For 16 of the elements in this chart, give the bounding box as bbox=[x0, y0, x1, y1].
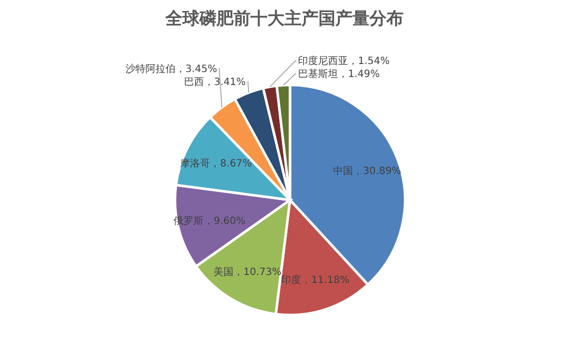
data-label: ，1.54% bbox=[348, 56, 390, 68]
data-label: ，8.67% bbox=[210, 158, 252, 170]
slice-label: 印度 bbox=[281, 274, 302, 286]
slice-label: 沙特阿拉伯 bbox=[125, 63, 176, 76]
slice-label: 印度尼西亚 bbox=[298, 55, 348, 68]
data-label: ，11.18% bbox=[301, 274, 350, 286]
data-label: ，1.49% bbox=[338, 69, 380, 80]
chart-title: 全球磷肥前十大主产国产量分布 bbox=[164, 9, 404, 29]
data-label: ，9.60% bbox=[204, 216, 246, 227]
slice-label: 巴基斯坦 bbox=[298, 68, 338, 80]
slice-label: 中国 bbox=[333, 164, 354, 177]
data-label: ，30.89% bbox=[353, 166, 402, 177]
data-label: ，3.45% bbox=[175, 64, 218, 76]
slice-label: 巴西 bbox=[184, 77, 204, 88]
slice-label: 美国 bbox=[213, 266, 234, 278]
data-label: ，3.41% bbox=[204, 77, 246, 88]
